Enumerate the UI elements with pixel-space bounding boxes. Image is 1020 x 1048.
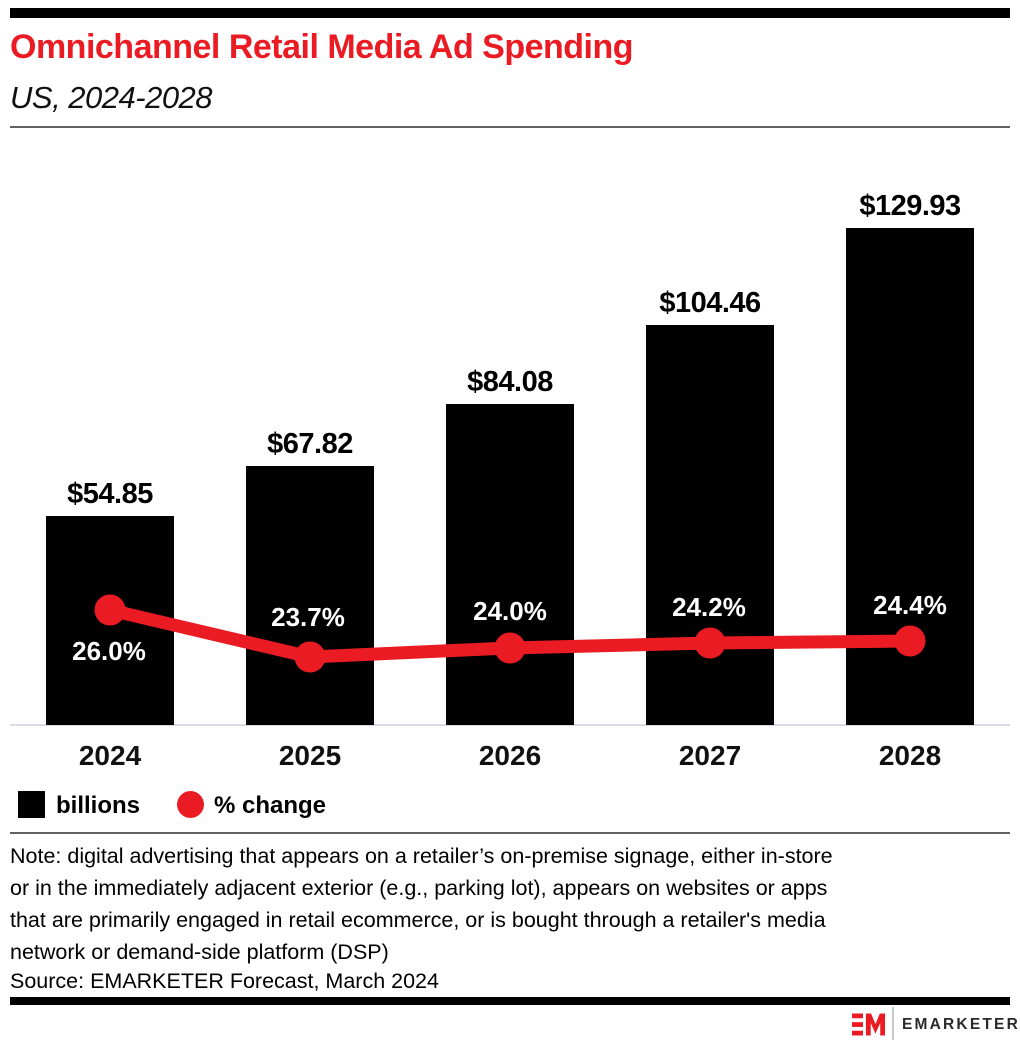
pct-change-label: 26.0%	[72, 636, 146, 666]
footnote-line: that are primarily engaged in retail eco…	[10, 908, 826, 932]
bar-value-label: $67.82	[267, 428, 353, 460]
pct-change-label: 24.4%	[873, 590, 947, 620]
bar-2026	[446, 404, 574, 725]
bar-value-label: $104.46	[659, 287, 761, 319]
bar-value-label: $54.85	[67, 478, 153, 510]
pct-change-label: 24.0%	[473, 596, 547, 626]
bar-value-label: $84.08	[467, 366, 553, 398]
bar-2028	[846, 228, 974, 725]
emarketer-logo-icon	[852, 1013, 885, 1036]
footnote-line: or in the immediately adjacent exterior …	[10, 876, 828, 900]
page-title: Omnichannel Retail Media Ad Spending	[10, 28, 634, 66]
footnote-line: Note: digital advertising that appears o…	[10, 844, 833, 868]
source-line: Source: EMARKETER Forecast, March 2024	[10, 969, 439, 993]
x-axis-label-2027: 2027	[678, 740, 742, 771]
footnote-line: network or demand-side platform (DSP)	[10, 940, 389, 964]
pct-change-label: 24.2%	[672, 592, 746, 622]
legend-label-billions: billions	[56, 792, 140, 819]
logo-wordmark: EMARKETER	[902, 1016, 1020, 1033]
x-axis-label-2025: 2025	[278, 740, 342, 771]
top-accent-bar	[10, 8, 1010, 18]
legend-swatch-pct-change	[177, 791, 204, 818]
page-subtitle: US, 2024-2028	[10, 80, 213, 115]
x-axis-line	[10, 724, 1010, 726]
pct-change-label: 23.7%	[271, 602, 345, 632]
header-divider	[10, 126, 1010, 128]
x-axis-label-2028: 2028	[878, 740, 942, 771]
legend-swatch-billions	[18, 791, 45, 818]
bar-2025	[246, 466, 374, 725]
legend-divider	[10, 832, 1010, 834]
x-axis-label-2024: 2024	[78, 740, 142, 771]
bottom-accent-bar	[10, 997, 1010, 1005]
logo-divider	[892, 1007, 894, 1040]
emarketer-logo: EMARKETER	[850, 1004, 1018, 1044]
legend-label-pct-change: % change	[214, 792, 327, 819]
bar-2027	[646, 325, 774, 725]
x-axis-label-2026: 2026	[478, 740, 542, 771]
footnote: Note: digital advertising that appears o…	[10, 840, 1010, 968]
bar-2024	[46, 516, 174, 725]
bar-value-label: $129.93	[859, 190, 961, 222]
